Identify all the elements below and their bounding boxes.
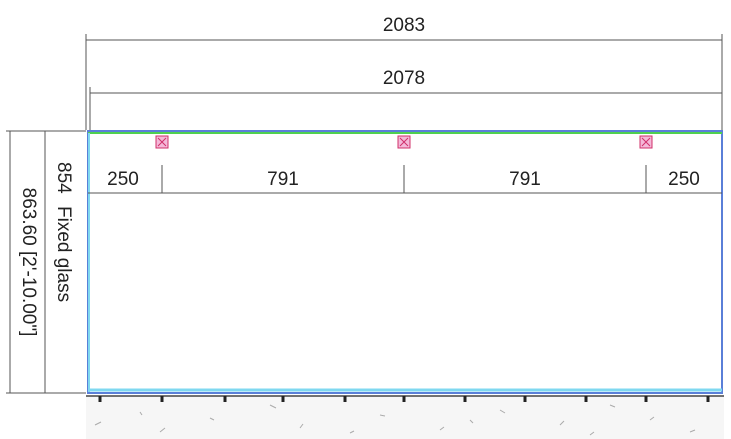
overall-width-dimension: 2083 bbox=[85, 15, 723, 130]
ground bbox=[86, 395, 724, 439]
concrete bbox=[86, 396, 724, 439]
anchors bbox=[155, 135, 653, 149]
height-dimensions: 863.60 [2'-10.00"] 854 Fixed glass bbox=[6, 130, 86, 394]
ground-ticks bbox=[98, 396, 710, 402]
dimension-label: 2078 bbox=[383, 68, 425, 89]
segment-dimensions: 250 791 791 250 bbox=[88, 165, 722, 194]
frame-width-dimension: 2078 bbox=[89, 68, 722, 130]
segment-label: 250 bbox=[668, 169, 700, 190]
glass-height-label: 854 bbox=[53, 162, 74, 194]
speckles bbox=[94, 404, 696, 436]
window-frame bbox=[87, 130, 723, 394]
anchor-marker bbox=[639, 135, 653, 149]
segment-label: 791 bbox=[267, 169, 299, 190]
dimension-ticks bbox=[157, 165, 651, 194]
dimension-label: 2083 bbox=[383, 15, 425, 36]
segment-label: 250 bbox=[107, 169, 139, 190]
panel-label: Fixed glass bbox=[53, 206, 74, 302]
anchor-marker bbox=[397, 135, 411, 149]
segment-label: 791 bbox=[509, 169, 541, 190]
overall-height-label: 863.60 [2'-10.00"] bbox=[18, 188, 39, 337]
anchor-marker bbox=[155, 135, 169, 149]
